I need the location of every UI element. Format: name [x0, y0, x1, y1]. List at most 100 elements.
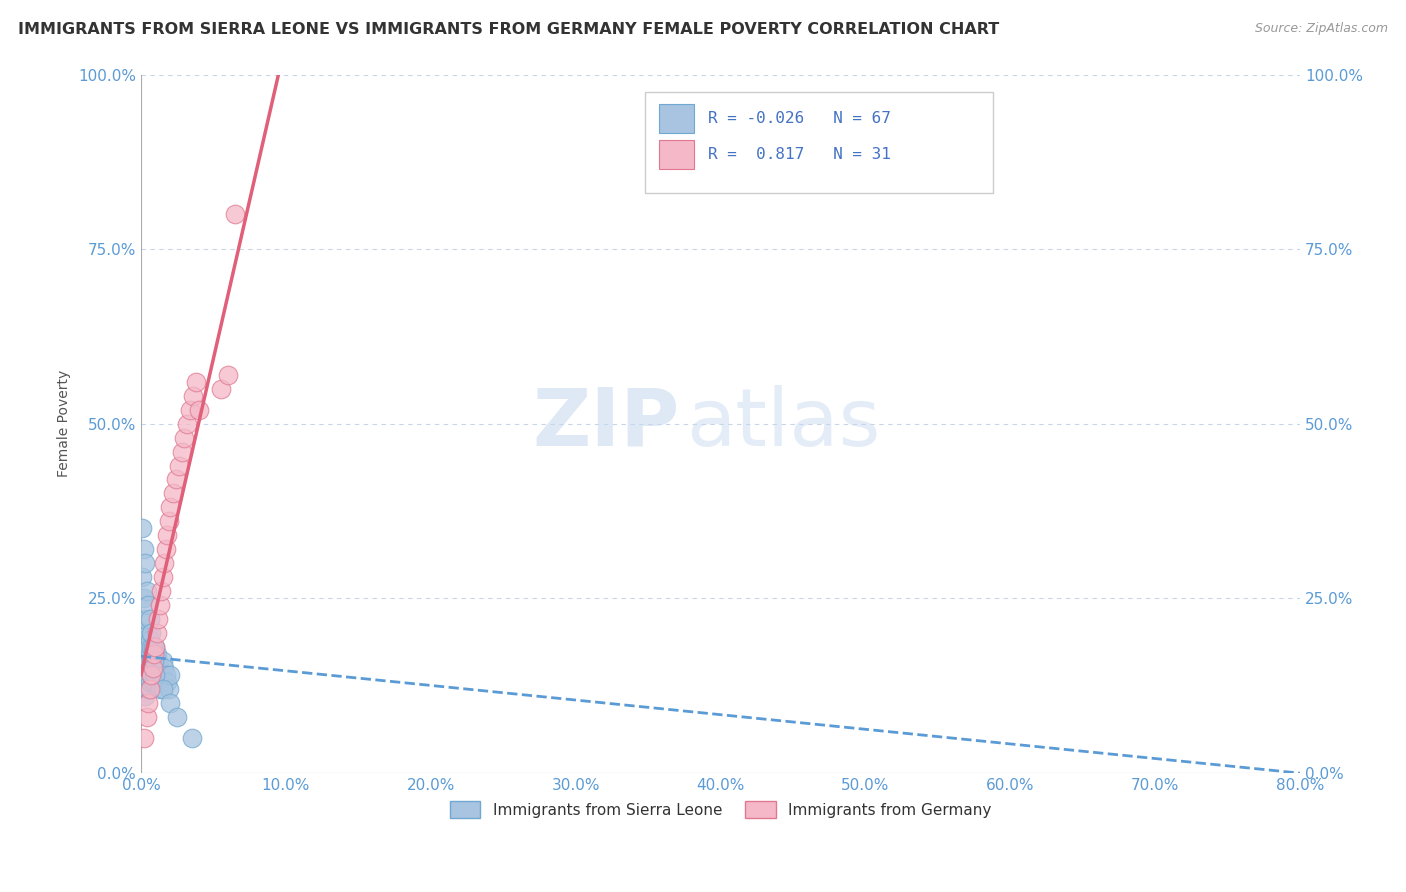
Point — [136, 696, 159, 710]
Point — [132, 626, 155, 640]
Point — [153, 661, 176, 675]
Point — [138, 661, 160, 675]
Legend: Immigrants from Sierra Leone, Immigrants from Germany: Immigrants from Sierra Leone, Immigrants… — [444, 795, 997, 824]
Point — [143, 647, 166, 661]
Point — [181, 389, 204, 403]
Point — [159, 668, 181, 682]
Point — [131, 521, 153, 535]
Point — [152, 570, 174, 584]
Point — [166, 710, 188, 724]
Point — [135, 668, 157, 682]
Point — [157, 681, 180, 696]
Point — [134, 689, 156, 703]
Point — [165, 473, 187, 487]
Text: ZIP: ZIP — [533, 384, 681, 463]
FancyBboxPatch shape — [659, 140, 693, 169]
Point — [142, 661, 165, 675]
FancyBboxPatch shape — [659, 103, 693, 133]
Point — [145, 640, 167, 654]
Point — [135, 681, 157, 696]
Point — [139, 654, 162, 668]
Point — [138, 633, 160, 648]
Point — [139, 668, 162, 682]
Point — [131, 570, 153, 584]
Point — [149, 661, 172, 675]
Point — [156, 528, 179, 542]
Point — [138, 681, 160, 696]
Point — [138, 647, 160, 661]
Point — [132, 675, 155, 690]
Text: R =  0.817   N = 31: R = 0.817 N = 31 — [707, 147, 890, 162]
Point — [138, 612, 160, 626]
Point — [131, 668, 153, 682]
Point — [149, 681, 172, 696]
Text: IMMIGRANTS FROM SIERRA LEONE VS IMMIGRANTS FROM GERMANY FEMALE POVERTY CORRELATI: IMMIGRANTS FROM SIERRA LEONE VS IMMIGRAN… — [18, 22, 1000, 37]
Point — [139, 668, 162, 682]
Point — [149, 598, 172, 612]
Point — [135, 584, 157, 599]
Point — [136, 626, 159, 640]
Point — [143, 654, 166, 668]
Point — [131, 654, 153, 668]
Point — [152, 675, 174, 690]
Point — [209, 382, 232, 396]
Text: Source: ZipAtlas.com: Source: ZipAtlas.com — [1254, 22, 1388, 36]
Point — [146, 647, 169, 661]
Point — [142, 647, 165, 661]
FancyBboxPatch shape — [645, 92, 993, 194]
Point — [156, 675, 179, 690]
Point — [138, 675, 160, 690]
Point — [157, 515, 180, 529]
Point — [134, 633, 156, 648]
Point — [132, 542, 155, 557]
Point — [132, 647, 155, 661]
Point — [145, 640, 167, 654]
Point — [184, 375, 207, 389]
Point — [146, 668, 169, 682]
Point — [180, 731, 202, 745]
Point — [136, 654, 159, 668]
Point — [152, 654, 174, 668]
Point — [132, 731, 155, 745]
Point — [187, 402, 209, 417]
Point — [159, 696, 181, 710]
Text: atlas: atlas — [686, 384, 880, 463]
Point — [155, 668, 177, 682]
Point — [155, 542, 177, 557]
Point — [145, 654, 167, 668]
Point — [148, 675, 170, 690]
Point — [142, 640, 165, 654]
Point — [135, 710, 157, 724]
Point — [143, 668, 166, 682]
Point — [173, 431, 195, 445]
Point — [162, 486, 184, 500]
Point — [139, 626, 162, 640]
Point — [143, 654, 166, 668]
Point — [134, 661, 156, 675]
Point — [134, 675, 156, 690]
Point — [132, 591, 155, 606]
Point — [152, 681, 174, 696]
Point — [134, 647, 156, 661]
Point — [142, 675, 165, 690]
Text: R = -0.026   N = 67: R = -0.026 N = 67 — [707, 111, 890, 126]
Point — [179, 402, 201, 417]
Point — [148, 654, 170, 668]
Point — [135, 640, 157, 654]
Point — [132, 661, 155, 675]
Point — [131, 640, 153, 654]
Point — [134, 612, 156, 626]
Point — [159, 500, 181, 515]
Point — [170, 444, 193, 458]
Point — [217, 368, 239, 382]
Point — [136, 668, 159, 682]
Point — [136, 681, 159, 696]
Y-axis label: Female Poverty: Female Poverty — [58, 370, 72, 477]
Point — [150, 584, 173, 599]
Point — [136, 598, 159, 612]
Point — [148, 612, 170, 626]
Point — [134, 556, 156, 570]
Point — [150, 668, 173, 682]
Point — [145, 668, 167, 682]
Point — [145, 675, 167, 690]
